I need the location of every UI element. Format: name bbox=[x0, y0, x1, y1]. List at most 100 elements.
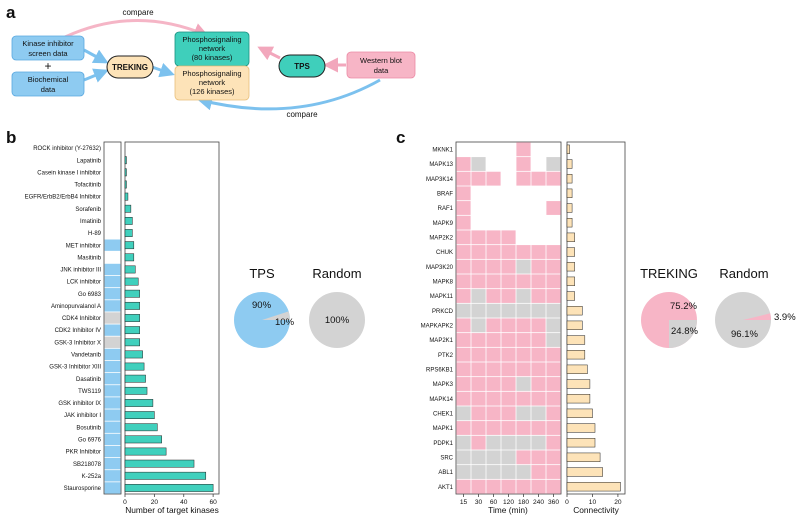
heatmap-cell bbox=[486, 245, 501, 259]
random-b-pie-title: Random bbox=[312, 266, 361, 281]
heatmap-cell bbox=[456, 259, 471, 274]
connectivity-tick-label: 0 bbox=[565, 499, 569, 506]
kinase-label-map3k20: MAP3K20 bbox=[426, 265, 454, 271]
target-kinase-bar bbox=[124, 156, 127, 165]
heatmap-cell bbox=[531, 362, 546, 377]
heatmap-cell bbox=[516, 303, 531, 318]
heatmap-cell bbox=[486, 171, 501, 186]
drug-label-egfr-erbb2-erbb4-inhibitor: EGFR/ErbB2/ErbB4 Inhibitor bbox=[25, 195, 101, 201]
heatmap-cell bbox=[471, 303, 486, 318]
heatmap-cell bbox=[531, 450, 546, 465]
tps-match-cell bbox=[104, 300, 121, 312]
tps-match-cell bbox=[104, 348, 121, 361]
heatmap-cell bbox=[546, 245, 561, 259]
heatmap-cell bbox=[501, 318, 516, 333]
heatmap-cell bbox=[546, 274, 561, 289]
target-kinase-bar bbox=[124, 374, 146, 383]
heatmap-cell bbox=[531, 318, 546, 333]
heatmap-cell bbox=[516, 421, 531, 435]
tps-match-cell bbox=[104, 433, 121, 446]
kinase-label-mapk11: MAPK11 bbox=[430, 294, 454, 300]
heatmap-cell bbox=[501, 245, 516, 259]
heatmap-cell bbox=[486, 450, 501, 465]
heatmap-cell bbox=[486, 318, 501, 333]
connectivity-bar bbox=[566, 306, 583, 316]
drug-label-staurosporine: Staurosporine bbox=[64, 486, 102, 492]
tps-match-cell bbox=[104, 409, 121, 421]
tps-box bbox=[278, 54, 326, 78]
heatmap-cell bbox=[516, 450, 531, 465]
heatmap-cell bbox=[486, 435, 501, 450]
heatmap-cell bbox=[456, 406, 471, 421]
arrow-treking-to-network126 bbox=[151, 62, 175, 78]
kinase-label-mapk3: MAPK3 bbox=[433, 382, 454, 388]
heatmap-cell bbox=[501, 421, 516, 435]
heatmap-cell bbox=[471, 362, 486, 377]
connectivity-bar bbox=[566, 262, 575, 272]
heatmap-cell bbox=[471, 435, 486, 450]
x-tick-label: 20 bbox=[151, 499, 159, 506]
heatmap-cell bbox=[486, 274, 501, 289]
heatmap-cell bbox=[516, 289, 531, 303]
panel-b-bar-chart: ROCK inhibitor (Y-27632) Lapatinib Casein … bbox=[25, 141, 220, 515]
heatmap-cell bbox=[516, 157, 531, 171]
treking-pie-title: TREKING bbox=[640, 266, 698, 281]
arrow-kinase-to-treking bbox=[83, 48, 109, 64]
tps-match-cell bbox=[104, 324, 121, 336]
target-kinase-bar bbox=[124, 459, 195, 468]
heatmap-cell bbox=[501, 230, 516, 245]
connectivity-bar bbox=[566, 232, 575, 242]
heatmap-cell bbox=[546, 333, 561, 347]
kinase-screen-box bbox=[11, 35, 85, 61]
drug-label-pkr-inhibitor: PKR Inhibitor bbox=[66, 450, 101, 456]
heatmap-cell bbox=[456, 465, 471, 479]
kinase-label-raf1: RAF1 bbox=[438, 206, 454, 212]
target-kinase-bar bbox=[124, 338, 140, 347]
target-kinase-bar bbox=[124, 350, 143, 359]
heatmap-cell bbox=[471, 377, 486, 391]
heatmap-cell bbox=[471, 245, 486, 259]
tps-pie-slice-10 bbox=[262, 311, 290, 320]
tps-match-cell bbox=[104, 275, 121, 288]
heatmap-cell bbox=[456, 377, 471, 391]
tps-match-cell bbox=[104, 421, 121, 433]
heatmap-cell bbox=[531, 274, 546, 289]
heatmap-cell bbox=[531, 259, 546, 274]
time-tick-label: 180 bbox=[518, 499, 529, 506]
connectivity-bar bbox=[566, 423, 596, 433]
drug-label-jnk-inhibitor-iii: JNK inhibitor III bbox=[60, 268, 101, 274]
heatmap-cell bbox=[516, 142, 531, 157]
target-kinase-bar bbox=[124, 399, 154, 407]
heatmap-cell bbox=[546, 435, 561, 450]
heatmap-cell bbox=[486, 406, 501, 421]
tps-match-cell bbox=[104, 397, 121, 409]
heatmap-cell bbox=[546, 259, 561, 274]
kinase-label-ptk2: PTK2 bbox=[438, 353, 454, 359]
svg-text:(80 kinases): (80 kinases) bbox=[192, 53, 233, 62]
compare-top-arrow bbox=[64, 19, 209, 39]
heatmap-cell bbox=[471, 259, 486, 274]
heatmap-cell bbox=[501, 391, 516, 406]
heatmap-cell bbox=[501, 435, 516, 450]
heatmap-cell bbox=[456, 303, 471, 318]
arrow-biochem-to-treking bbox=[83, 68, 109, 83]
time-axis-title: Time (min) bbox=[488, 505, 528, 515]
heatmap-cell bbox=[471, 230, 486, 245]
drug-label-gsk-3-inhibitor-xiii: GSK-3 Inhibitor XIII bbox=[49, 365, 101, 371]
heatmap-cell bbox=[546, 318, 561, 333]
target-kinase-bar bbox=[124, 204, 132, 213]
heatmap-cell bbox=[501, 259, 516, 274]
network80-line2: network bbox=[199, 44, 226, 53]
heatmap-cell bbox=[456, 274, 471, 289]
tps-match-cell bbox=[104, 336, 121, 348]
heatmap-cell bbox=[531, 465, 546, 479]
panel-c-heatmap: MKNK1 MAPK13 MAP3K14 BRAF RAF1 MAPK9 MAP2K2 CHU… bbox=[421, 141, 562, 515]
heatmap-cell bbox=[531, 377, 546, 391]
svg-text:network: network bbox=[199, 44, 226, 53]
heatmap-cell bbox=[456, 245, 471, 259]
random-b-pie bbox=[309, 292, 365, 348]
drug-label-bosutinib: Bosutinib bbox=[76, 425, 101, 431]
kinase-label-pdpk1: PDPK1 bbox=[433, 441, 453, 447]
kinase-label-abl1: ABL1 bbox=[438, 470, 453, 476]
heatmap-cell bbox=[516, 465, 531, 479]
